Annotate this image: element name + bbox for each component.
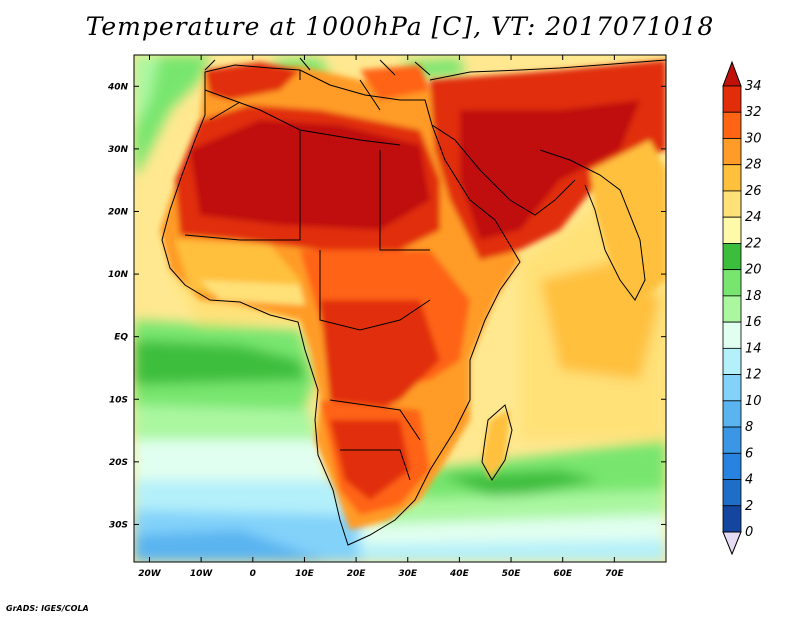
map-title: Temperature at 1000hPa [C], VT: 20170710… (85, 12, 715, 41)
grads-credit: GrADS: IGES/COLA (6, 604, 89, 613)
colorbar-label: 28 (745, 158, 762, 173)
colorbar-bin (722, 479, 742, 507)
colorbar-label: 12 (745, 368, 762, 383)
colorbar-bin (722, 85, 742, 113)
colorbar-label: 30 (745, 131, 762, 146)
plot-frame (133, 54, 667, 563)
lon-tick-label: 0 (250, 569, 256, 579)
colorbar-label: 24 (745, 210, 762, 225)
latitude-axis: 40N 30N 20N 10N EQ 10S 20S 30S (107, 82, 666, 530)
colorbar-label: 34 (745, 79, 762, 94)
colorbar-label: 20 (745, 263, 762, 278)
lon-tick-label: 60E (553, 569, 573, 579)
colorbar-bin (722, 111, 742, 139)
colorbar-label: 18 (745, 289, 762, 304)
colorbar-bin (722, 190, 742, 218)
lat-tick-label: 30S (109, 520, 128, 530)
colorbar-label: 22 (745, 236, 762, 251)
colorbar-bin (722, 374, 742, 402)
colorbar-label: 4 (745, 473, 753, 488)
lat-tick-label: 20N (108, 207, 129, 217)
colorbar-bin (722, 426, 742, 454)
colorbar-bin (722, 164, 742, 192)
colorbar-bin (722, 505, 742, 533)
colorbar-label: 16 (745, 315, 762, 330)
colorbar-bin (722, 138, 742, 166)
colorbar-bin (722, 243, 742, 271)
colorbar-min-triangle (722, 531, 742, 556)
lon-tick-label: 50E (502, 569, 522, 579)
colorbar-max-triangle (722, 60, 742, 87)
coastlines (161, 57, 666, 546)
lon-tick-label: 20W (138, 569, 162, 579)
lat-tick-label: 20S (109, 458, 128, 468)
colorbar-label: 0 (745, 525, 753, 540)
colorbar-bin (722, 216, 742, 244)
colorbar-label: 10 (745, 394, 762, 409)
colorbar-bin (722, 452, 742, 480)
lat-tick-label: 40N (107, 82, 129, 92)
colorbar-bin (722, 400, 742, 428)
colorbar-bin (722, 269, 742, 297)
lon-tick-label: 40E (449, 569, 470, 579)
lon-tick-label: 20E (347, 569, 367, 579)
lat-tick-label: 10N (108, 270, 129, 280)
lon-tick-label: 30E (398, 569, 418, 579)
lon-tick-label: 10E (295, 569, 315, 579)
colorbar-label: 14 (745, 341, 762, 356)
colorbar-bin (722, 321, 742, 349)
lat-tick-label: 30N (108, 145, 129, 155)
colorbar-bin (722, 347, 742, 375)
colorbar-label: 2 (745, 499, 753, 514)
colorbar-label: 6 (745, 446, 753, 461)
colorbar-label: 8 (745, 420, 753, 435)
lon-tick-label: 10W (190, 569, 214, 579)
colorbar-label: 26 (745, 184, 762, 199)
lon-tick-label: 70E (605, 569, 625, 579)
lat-tick-label: EQ (114, 333, 128, 343)
lat-tick-label: 10S (109, 395, 128, 405)
colorbar-label: 32 (745, 105, 762, 120)
temperature-field (134, 55, 666, 562)
colorbar-bin (722, 295, 742, 323)
longitude-axis: 20W 10W 0 10E 20E 30E 40E 50E 60E 70E (138, 55, 625, 579)
